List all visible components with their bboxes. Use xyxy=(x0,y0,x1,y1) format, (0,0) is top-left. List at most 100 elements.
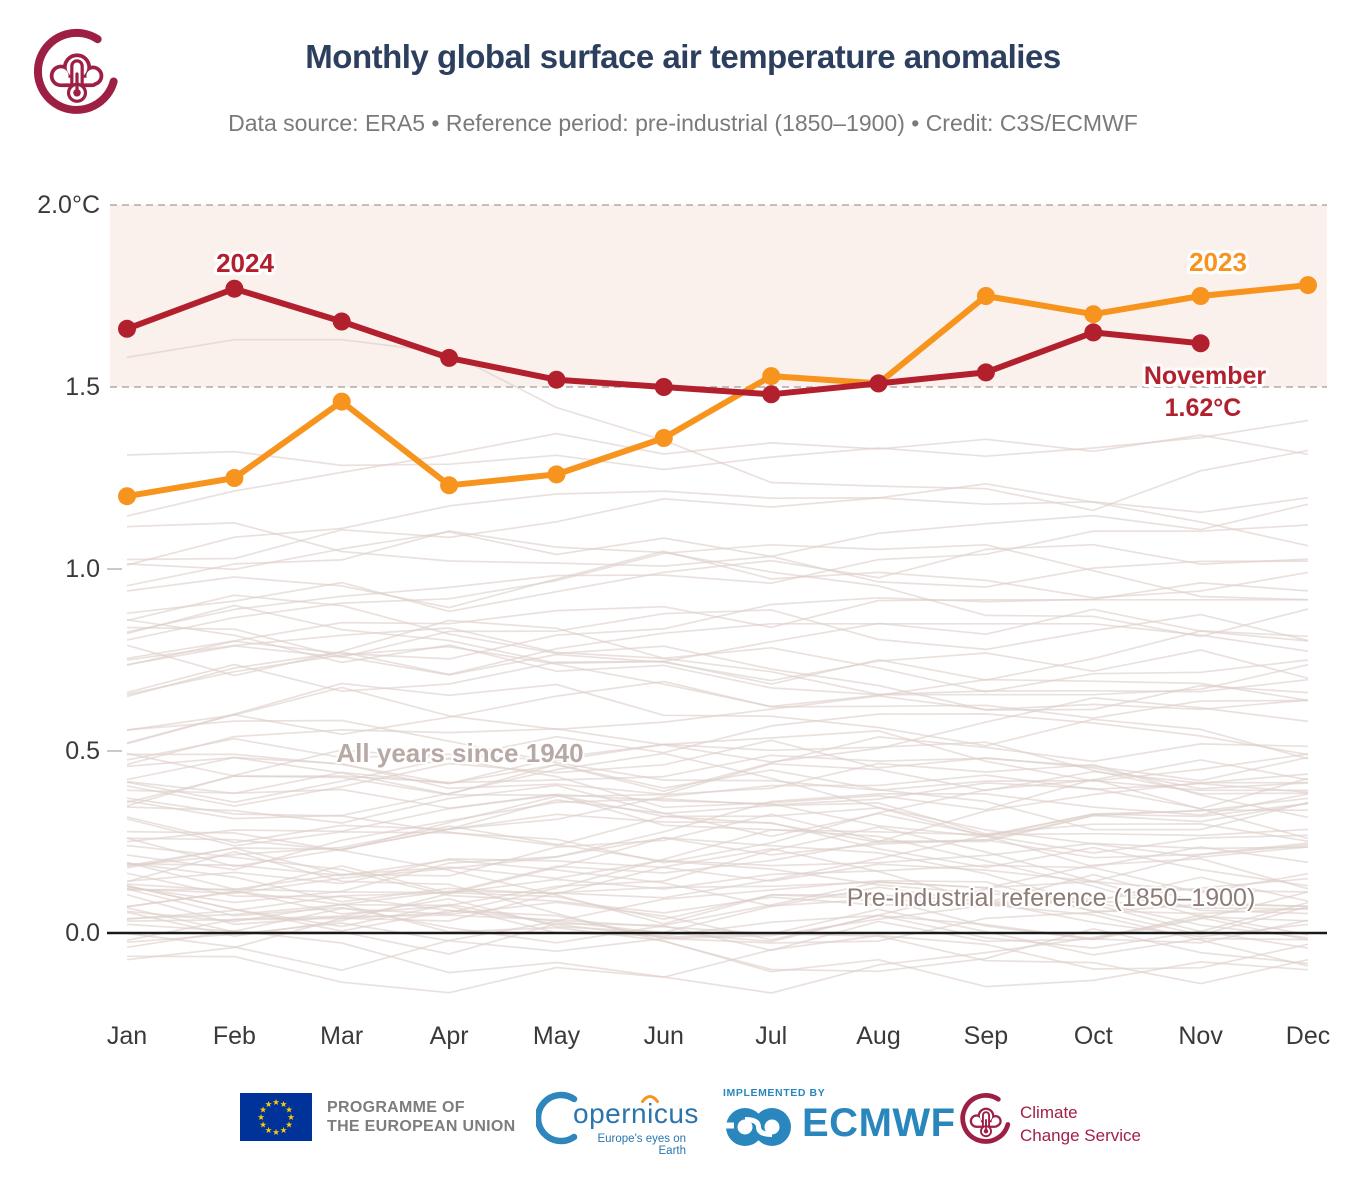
copernicus-logo: opernicus Europe's eyes on Earth xyxy=(536,1087,699,1157)
year-line xyxy=(126,697,1309,766)
preindustrial-reference-label: Pre-industrial reference (1850–1900) xyxy=(847,884,1256,912)
ecmwf-logo: IMPLEMENTED BY ECMWF xyxy=(722,1087,955,1159)
year-line xyxy=(126,608,1309,694)
data-point-2024-jan xyxy=(118,319,136,338)
year-line xyxy=(126,483,1309,561)
data-point-2024-oct xyxy=(1084,323,1103,342)
year-line xyxy=(126,619,1309,693)
c3s-text-line1: Climate xyxy=(1020,1103,1078,1122)
eu-star: ★ xyxy=(272,1127,280,1137)
data-point-2023-dec xyxy=(1299,276,1317,295)
year-line xyxy=(126,719,1308,792)
november-callout-month: November xyxy=(1144,362,1267,390)
data-point-2024-sep xyxy=(976,363,995,382)
x-label-oct: Oct xyxy=(1074,1022,1113,1050)
data-point-2024-nov xyxy=(1191,334,1210,353)
year-line xyxy=(126,713,1309,804)
year-line xyxy=(126,550,1309,609)
year-line xyxy=(126,752,1309,784)
x-label-nov: Nov xyxy=(1178,1022,1223,1050)
year-line xyxy=(126,503,1309,567)
series-line-2023 xyxy=(124,282,1311,500)
year-line xyxy=(126,531,1309,588)
data-point-2023-nov xyxy=(1191,287,1210,305)
data-point-2023-may xyxy=(547,465,566,484)
data-point-2024-jul xyxy=(762,385,781,404)
data-point-2023-sep xyxy=(976,287,995,305)
data-point-2024-jun xyxy=(654,378,673,396)
year-line xyxy=(126,524,1309,633)
data-point-2024-aug xyxy=(869,374,888,393)
data-point-2023-jan xyxy=(118,487,136,506)
x-label-jan: Jan xyxy=(107,1022,147,1050)
ecmwf-implemented-by: IMPLEMENTED BY xyxy=(723,1087,826,1099)
year-line xyxy=(126,836,1309,904)
eu-star: ★ xyxy=(285,1105,293,1115)
data-point-2023-jun xyxy=(654,429,673,447)
year-line xyxy=(126,543,1309,641)
year-line xyxy=(126,338,1309,512)
y-tick-label-0p0: 0.0 xyxy=(65,919,100,947)
series-label-2023: 2023 xyxy=(1189,247,1247,277)
year-line xyxy=(126,775,1309,868)
year-line xyxy=(126,543,1309,615)
copernicus-orange-arc-icon xyxy=(641,1095,659,1103)
year-line xyxy=(126,594,1309,711)
reference-band-1p5-2p0 xyxy=(110,205,1327,387)
year-line xyxy=(126,885,1309,956)
c3s-footer-icon xyxy=(958,1091,1014,1149)
data-point-2024-feb xyxy=(225,279,244,298)
footer-logos: ★ ★ ★ ★ ★ ★ ★ ★ ★ ★ ★ ★ PROGRAMME OF THE EUROPEAN U… xyxy=(0,1085,1366,1175)
eu-flag: ★ ★ ★ ★ ★ ★ ★ ★ ★ ★ ★ ★ xyxy=(240,1093,312,1146)
all-years-background-lines xyxy=(126,338,1309,994)
copernicus-tagline: Europe's eyes on Earth xyxy=(597,1133,686,1157)
data-point-2024-may xyxy=(547,370,566,389)
eu-star: ★ xyxy=(257,1112,265,1122)
year-line xyxy=(126,794,1309,922)
y-tick-label-1p5: 1.5 xyxy=(65,373,100,401)
series-label-2024: 2024 xyxy=(216,248,274,278)
year-line xyxy=(126,419,1309,471)
c3s-text-line2: Change Service xyxy=(1020,1126,1141,1145)
year-line xyxy=(126,844,1309,939)
data-point-2024-apr xyxy=(440,348,459,367)
data-point-2023-apr xyxy=(440,476,459,495)
data-point-2023-oct xyxy=(1084,305,1103,324)
copernicus-crescent-icon xyxy=(536,1091,578,1145)
year-line xyxy=(126,784,1309,854)
x-label-feb: Feb xyxy=(213,1022,256,1050)
page-title: Monthly global surface air temperature a… xyxy=(305,38,1061,75)
x-label-aug: Aug xyxy=(856,1022,900,1050)
year-line xyxy=(126,859,1309,967)
year-line xyxy=(126,888,1309,952)
eu-star: ★ xyxy=(285,1120,293,1130)
eu-star: ★ xyxy=(287,1112,295,1122)
eu-flag-icon: ★ ★★★★★★★★★★★ xyxy=(240,1093,312,1141)
eu-programme-line2: THE EUROPEAN UNION xyxy=(327,1118,516,1135)
data-point-2023-mar xyxy=(332,392,351,411)
x-label-may: May xyxy=(533,1022,581,1050)
series-2023 xyxy=(118,276,1317,506)
year-line xyxy=(126,618,1309,696)
year-line xyxy=(126,609,1309,666)
data-point-2024-mar xyxy=(332,312,351,331)
x-label-jun: Jun xyxy=(644,1022,684,1050)
data-point-2023-feb xyxy=(225,469,244,487)
eu-star: ★ xyxy=(280,1099,288,1109)
year-line xyxy=(126,432,1309,517)
eu-star: ★ xyxy=(259,1120,267,1130)
y-tick-label-2p0: 2.0°C xyxy=(37,191,100,219)
eu-star: ★ xyxy=(259,1105,267,1115)
ecmwf-wordmark: ECMWF xyxy=(802,1101,956,1145)
year-line xyxy=(126,883,1309,949)
eu-star: ★ xyxy=(265,1125,273,1135)
x-label-jul: Jul xyxy=(755,1022,787,1050)
copernicus-wordmark: opernicus xyxy=(573,1098,699,1129)
eu-programme-text: PROGRAMME OF THE EUROPEAN UNION xyxy=(327,1098,516,1136)
year-line xyxy=(126,828,1309,922)
year-line xyxy=(126,627,1309,696)
x-label-mar: Mar xyxy=(320,1022,363,1050)
eu-programme-line1: PROGRAMME OF xyxy=(327,1099,465,1116)
